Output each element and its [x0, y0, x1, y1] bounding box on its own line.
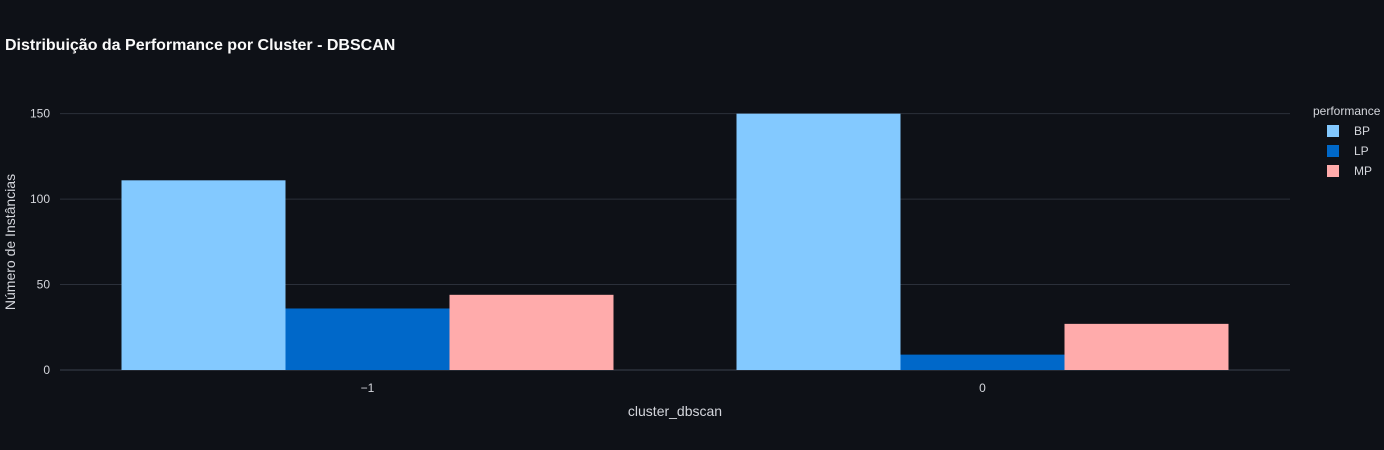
legend-label-lp[interactable]: LP — [1354, 144, 1369, 158]
legend-swatch-mp[interactable] — [1327, 165, 1339, 177]
y-tick-label: 100 — [30, 192, 50, 206]
legend-label-bp[interactable]: BP — [1354, 124, 1370, 138]
x-tick-labels: −1 0 — [361, 381, 987, 395]
legend-swatch-bp[interactable] — [1327, 125, 1339, 137]
y-tick-labels: 0 50 100 150 — [30, 107, 50, 377]
bar-bp-0[interactable] — [121, 180, 286, 370]
bar-lp-1[interactable] — [900, 354, 1065, 370]
y-axis-title: Número de Instâncias — [2, 174, 18, 310]
bars[interactable] — [121, 113, 1229, 370]
bar-bp-1[interactable] — [736, 113, 901, 370]
bar-mp-1[interactable] — [1064, 323, 1229, 370]
y-tick-label: 0 — [43, 363, 50, 377]
x-tick-label: 0 — [979, 381, 986, 395]
bar-lp-0[interactable] — [285, 308, 450, 370]
x-tick-label: −1 — [361, 381, 375, 395]
legend-title: performance — [1313, 104, 1381, 118]
chart-title: Distribuição da Performance por Cluster … — [5, 37, 395, 54]
y-tick-label: 150 — [30, 107, 50, 121]
legend[interactable]: performance BP LP MP — [1313, 104, 1381, 178]
x-axis-title: cluster_dbscan — [628, 403, 722, 419]
y-tick-label: 50 — [37, 278, 51, 292]
legend-swatch-lp[interactable] — [1327, 145, 1339, 157]
bar-mp-0[interactable] — [449, 294, 614, 370]
legend-label-mp[interactable]: MP — [1354, 164, 1372, 178]
